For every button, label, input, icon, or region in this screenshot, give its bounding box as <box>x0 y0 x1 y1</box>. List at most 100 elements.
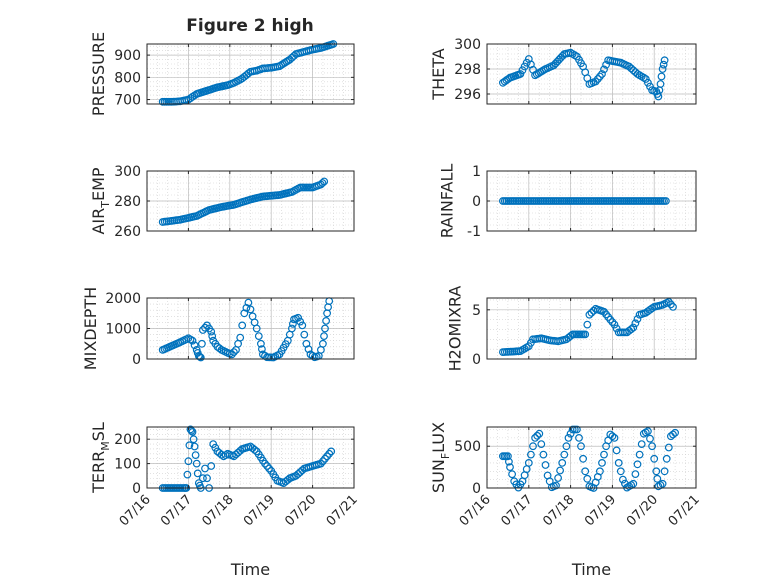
data-point <box>635 450 644 459</box>
data-point <box>201 323 209 332</box>
data-point <box>321 324 329 333</box>
y-tick-label: -1 <box>467 224 481 240</box>
data-point <box>319 339 327 348</box>
y-axis-label: THETA <box>429 48 448 100</box>
data-point <box>585 310 594 319</box>
figure-title: Figure 2 high <box>186 16 314 36</box>
data-point <box>298 321 307 330</box>
data-point <box>652 467 661 476</box>
data-point <box>325 449 334 458</box>
panel-terr-msl: 07/16 07/17 07/18 07/19 07/20 07/210100200TER… <box>89 422 361 579</box>
data-point <box>602 60 610 69</box>
y-tick-label: 1 <box>472 164 481 180</box>
x-axis-label: Time <box>230 560 270 579</box>
data-point <box>304 345 313 354</box>
data-point <box>252 324 261 333</box>
data-point <box>608 432 617 441</box>
data-point <box>541 461 550 469</box>
data-point <box>612 446 621 455</box>
data-point <box>660 56 669 65</box>
data-point <box>621 328 629 337</box>
data-point <box>322 317 331 325</box>
data-point <box>650 454 659 463</box>
y-axis-label: RAINFALL <box>437 164 456 239</box>
y-tick-label: 296 <box>454 87 481 103</box>
data-point <box>633 460 642 469</box>
data-point <box>203 474 211 483</box>
data-point <box>671 428 679 437</box>
data-point <box>300 330 309 339</box>
data-point <box>327 447 336 456</box>
y-tick-label: 298 <box>454 62 481 78</box>
data-point <box>644 427 652 436</box>
data-point <box>633 315 642 323</box>
data-point <box>629 479 638 488</box>
y-tick-label: 100 <box>114 457 141 473</box>
data-point <box>653 474 662 483</box>
data-point <box>236 446 245 455</box>
y-tick-label: 900 <box>114 48 141 64</box>
data-point <box>639 73 648 82</box>
data-point <box>608 318 617 327</box>
y-tick-label: 0 <box>132 481 141 497</box>
y-axis-label: AIRTEMP <box>89 167 112 234</box>
y-axis-label: TERRMSL <box>89 422 112 494</box>
data-point <box>619 475 627 484</box>
data-point <box>537 440 546 449</box>
data-point <box>667 300 675 309</box>
data-point <box>290 52 298 60</box>
data-point <box>631 470 640 479</box>
data-point <box>646 434 654 443</box>
data-point <box>197 339 206 348</box>
data-point <box>596 467 604 476</box>
data-point <box>250 445 259 454</box>
data-point <box>294 313 303 322</box>
y-tick-label: 280 <box>114 194 141 210</box>
data-point <box>600 450 608 459</box>
data-point <box>317 459 325 468</box>
data-point <box>265 464 274 473</box>
y-tick-label: 0 <box>132 352 141 368</box>
data-point <box>664 443 673 452</box>
y-axis-label: H2OMIXRA <box>446 286 465 372</box>
data-point <box>184 457 193 466</box>
data-point <box>573 425 581 434</box>
data-point <box>508 470 516 479</box>
data-point <box>319 457 327 466</box>
data-point <box>669 430 677 439</box>
data-point <box>183 470 192 479</box>
y-tick-label: 2000 <box>105 291 141 307</box>
data-point <box>627 325 636 334</box>
data-point <box>321 454 329 463</box>
data-point <box>527 450 535 459</box>
axes-box <box>146 43 355 105</box>
data-point <box>196 353 205 362</box>
data-point <box>637 440 646 449</box>
data-point <box>564 434 573 442</box>
data-point <box>208 332 217 341</box>
data-point <box>581 467 590 476</box>
data-point <box>570 425 579 434</box>
data-point <box>242 304 251 312</box>
data-point <box>191 451 200 460</box>
y-tick-label: 800 <box>114 70 141 86</box>
data-point <box>207 462 216 470</box>
data-point <box>662 454 671 463</box>
data-point <box>648 442 656 451</box>
data-point <box>659 60 668 69</box>
y-tick-label: 0 <box>472 194 481 210</box>
panel-rainfall: -1 0 1 RAINFALL <box>437 164 697 240</box>
data-point <box>535 429 544 438</box>
data-point <box>506 463 514 472</box>
data-point <box>658 65 667 73</box>
axes-box <box>486 43 697 105</box>
data-point <box>658 479 667 488</box>
data-point <box>568 425 577 434</box>
data-point <box>246 305 255 314</box>
data-point <box>190 442 199 451</box>
data-point <box>639 429 648 438</box>
data-point <box>616 467 625 476</box>
data-point <box>533 431 542 440</box>
data-point <box>261 459 269 468</box>
data-point <box>188 428 197 436</box>
